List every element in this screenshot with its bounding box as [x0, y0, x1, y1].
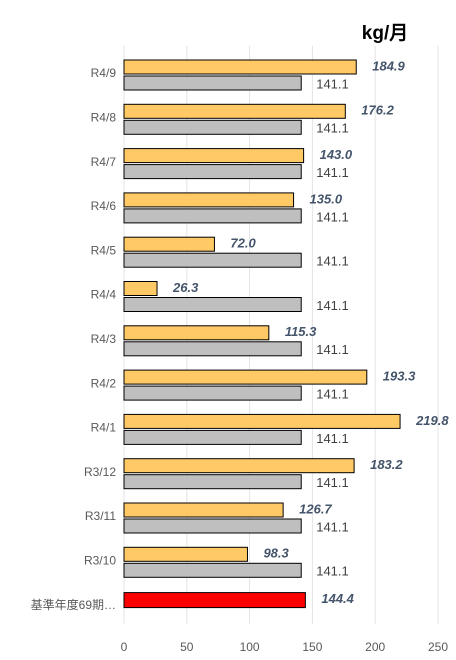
- bar: [123, 208, 302, 224]
- bar: [123, 103, 346, 119]
- bar: [123, 281, 158, 296]
- bar: [123, 502, 284, 518]
- bar: [123, 429, 302, 445]
- value-label: 141.1: [316, 209, 349, 224]
- value-label: 135.0: [310, 191, 343, 206]
- x-tick-label: 150: [302, 640, 322, 654]
- value-label: 141.1: [316, 165, 349, 180]
- value-label: 141.1: [316, 298, 349, 313]
- value-label: 98.3: [263, 546, 289, 561]
- y-tick-label: R4/5: [91, 243, 117, 257]
- value-label: 141.1: [316, 519, 349, 534]
- y-tick-label: R3/10: [84, 553, 116, 567]
- bar: [123, 252, 302, 268]
- bar: [123, 385, 302, 401]
- bar: [123, 59, 357, 75]
- bar: [123, 325, 270, 341]
- value-label: 141.1: [316, 254, 349, 269]
- y-tick-label: R4/4: [91, 288, 117, 302]
- bar: [123, 458, 355, 474]
- bar: [123, 562, 302, 578]
- bar: [123, 236, 215, 252]
- bar: [123, 192, 295, 208]
- bar: [123, 341, 302, 357]
- value-label: 176.2: [361, 103, 394, 118]
- bar: [123, 297, 302, 312]
- value-label: 141.1: [316, 76, 349, 91]
- bar: [123, 592, 306, 609]
- bar: [123, 546, 248, 562]
- y-tick-label: R3/12: [84, 465, 116, 479]
- bar: [123, 369, 368, 385]
- bar: [123, 119, 302, 135]
- bar: [123, 413, 401, 429]
- value-label: 143.0: [320, 147, 353, 162]
- y-tick-label: R4/3: [91, 332, 117, 346]
- value-label: 219.8: [415, 413, 449, 428]
- x-tick-label: 0: [121, 640, 128, 654]
- y-tick-label: R4/7: [91, 155, 117, 169]
- x-tick-label: 250: [428, 640, 448, 654]
- value-label: 144.4: [321, 591, 354, 606]
- x-tick-label: 100: [240, 640, 260, 654]
- y-tick-label: R3/11: [85, 509, 116, 523]
- value-label: 141.1: [316, 564, 349, 579]
- value-label: 141.1: [316, 475, 349, 490]
- y-tick-label: R4/9: [91, 66, 117, 80]
- value-label: 72.0: [230, 236, 256, 251]
- y-tick-label: R4/8: [91, 110, 117, 124]
- value-label: 184.9: [372, 58, 405, 73]
- value-label: 26.3: [172, 280, 199, 295]
- bar: [123, 518, 302, 534]
- value-label: 141.1: [316, 342, 349, 357]
- y-tick-label: 基準年度69期…: [31, 597, 116, 612]
- value-label: 126.7: [299, 501, 332, 516]
- bar: [123, 75, 302, 91]
- y-tick-label: R4/6: [91, 199, 117, 213]
- y-tick-label: R4/2: [91, 376, 117, 390]
- x-tick-label: 200: [365, 640, 385, 654]
- value-label: 141.1: [316, 431, 349, 446]
- value-label: 193.3: [383, 369, 416, 384]
- value-label: 115.3: [285, 324, 317, 339]
- bar: [123, 164, 302, 180]
- x-tick-label: 50: [180, 640, 194, 654]
- bar: [123, 148, 305, 164]
- value-label: 141.1: [316, 387, 349, 402]
- chart-title: kg/月: [362, 23, 408, 44]
- value-label: 183.2: [370, 457, 403, 472]
- bar: [123, 474, 302, 490]
- y-tick-label: R4/1: [91, 421, 117, 435]
- value-label: 141.1: [316, 121, 349, 136]
